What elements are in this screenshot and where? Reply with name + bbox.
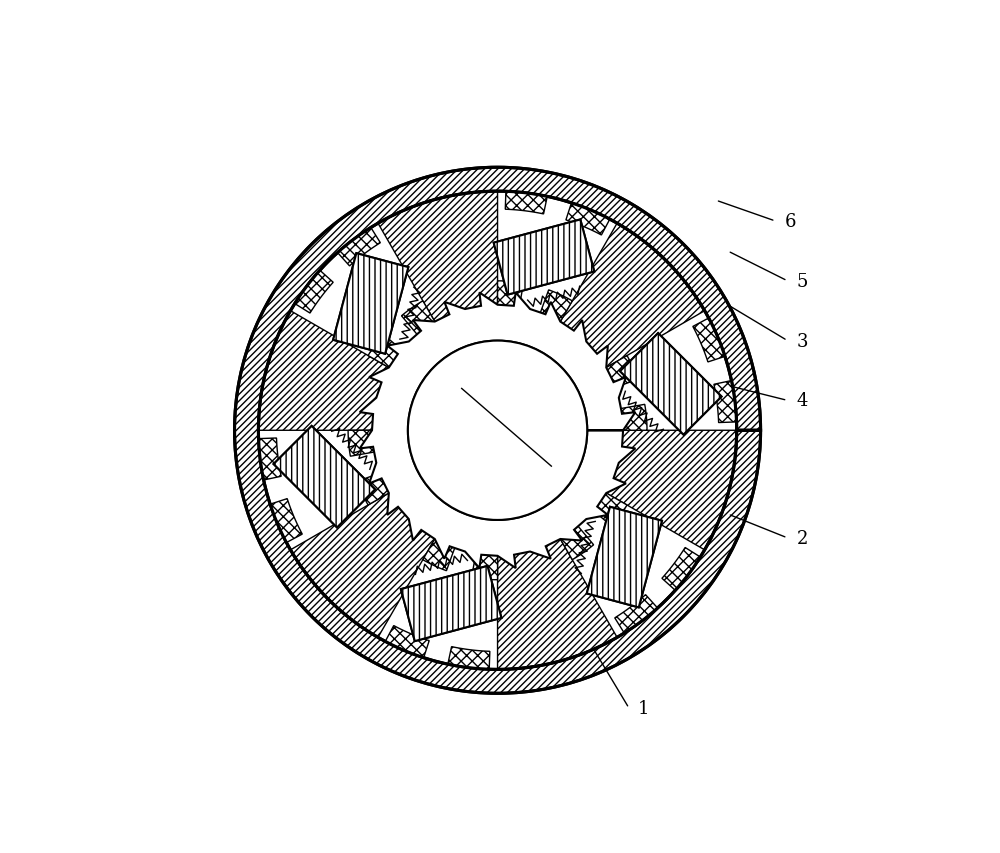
Text: 6: 6 — [784, 212, 796, 231]
Polygon shape — [401, 566, 501, 641]
Polygon shape — [357, 461, 420, 505]
Polygon shape — [333, 254, 408, 354]
Text: 2: 2 — [796, 529, 808, 548]
Circle shape — [408, 341, 587, 520]
Polygon shape — [615, 595, 658, 633]
Polygon shape — [494, 220, 594, 295]
Polygon shape — [360, 293, 635, 568]
Polygon shape — [448, 647, 490, 670]
Polygon shape — [693, 319, 725, 363]
Polygon shape — [401, 566, 501, 641]
Polygon shape — [575, 431, 737, 550]
Polygon shape — [586, 405, 647, 431]
Polygon shape — [378, 192, 498, 353]
Polygon shape — [270, 499, 302, 543]
Polygon shape — [587, 508, 662, 607]
Text: 4: 4 — [796, 392, 808, 410]
Polygon shape — [566, 476, 627, 526]
Circle shape — [235, 168, 761, 693]
Polygon shape — [714, 381, 737, 423]
Polygon shape — [368, 335, 429, 386]
Polygon shape — [348, 431, 409, 456]
Polygon shape — [290, 476, 453, 637]
Text: 3: 3 — [796, 332, 808, 351]
Polygon shape — [274, 426, 375, 528]
Text: 5: 5 — [796, 272, 808, 291]
Polygon shape — [423, 508, 467, 571]
Polygon shape — [620, 334, 722, 435]
Polygon shape — [385, 626, 429, 658]
Polygon shape — [498, 508, 617, 670]
Polygon shape — [235, 168, 761, 693]
Polygon shape — [542, 499, 594, 560]
Polygon shape — [494, 220, 594, 295]
Text: 1: 1 — [638, 699, 650, 717]
Polygon shape — [566, 204, 610, 235]
Polygon shape — [620, 334, 722, 435]
Polygon shape — [587, 508, 662, 607]
Polygon shape — [338, 229, 380, 267]
Polygon shape — [505, 192, 547, 215]
Polygon shape — [575, 357, 638, 400]
Polygon shape — [258, 192, 737, 670]
Polygon shape — [295, 271, 333, 314]
Polygon shape — [472, 519, 498, 580]
Polygon shape — [528, 291, 572, 353]
Polygon shape — [258, 311, 420, 431]
Polygon shape — [401, 301, 453, 363]
Polygon shape — [333, 254, 408, 354]
Polygon shape — [542, 224, 705, 386]
Polygon shape — [259, 438, 281, 480]
Polygon shape — [498, 281, 524, 343]
Polygon shape — [274, 426, 375, 528]
Polygon shape — [662, 548, 700, 590]
